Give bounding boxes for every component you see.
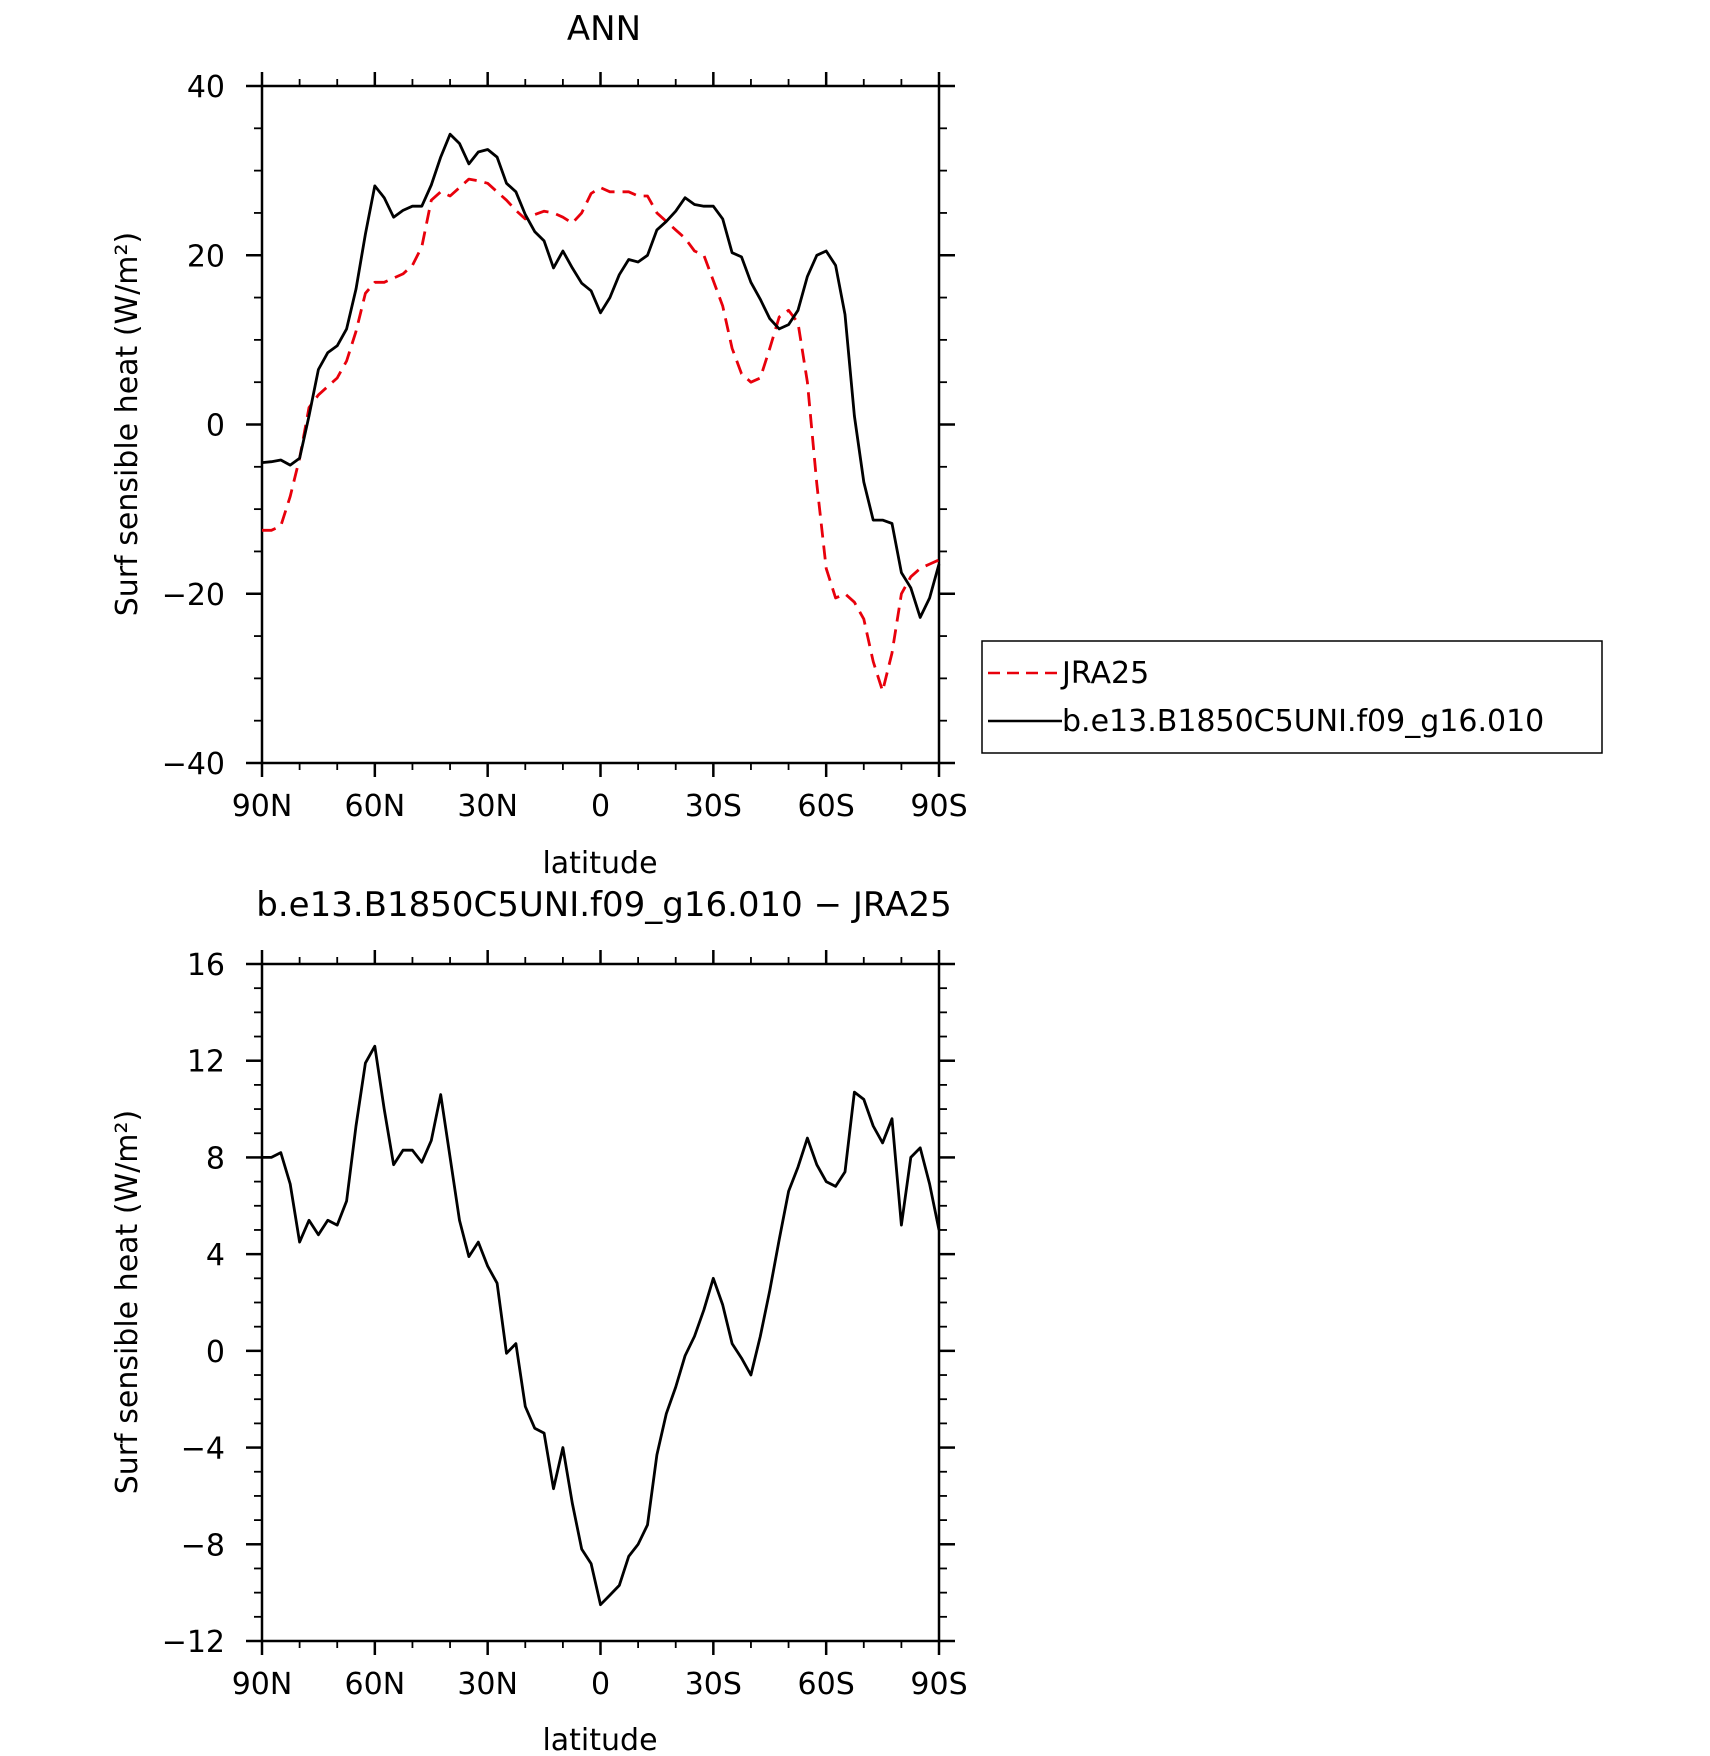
x-tick-label: 60N: [345, 789, 406, 824]
x-tick-label: 90N: [232, 1667, 293, 1702]
x-tick-label: 60N: [345, 1667, 406, 1702]
bottom-plot-frame: [260, 962, 941, 1643]
top-series-lines: [261, 132, 941, 693]
y-tick-label: 12: [187, 1045, 225, 1080]
x-tick-label: 0: [591, 789, 610, 824]
series-line-jra25: [262, 177, 940, 693]
bottom-chart-title: b.e13.B1850C5UNI.f09_g16.010 − JRA25: [256, 885, 951, 925]
top-y-axis-label: Surf sensible heat (W/m²): [110, 232, 145, 617]
bottom-ticks: [246, 950, 955, 1655]
x-tick-label: 60S: [798, 1667, 855, 1702]
legend-label-jra25: JRA25: [1060, 656, 1149, 691]
y-tick-label: −20: [162, 578, 225, 613]
bottom-y-tick-labels: −12 −8 −4 0 4 8 12 16: [162, 948, 225, 1660]
y-tick-label: −4: [181, 1432, 225, 1467]
y-tick-label: 0: [206, 409, 225, 444]
top-chart-title: ANN: [567, 9, 641, 49]
x-tick-label: 0: [591, 1667, 610, 1702]
y-tick-label: −12: [162, 1625, 225, 1660]
y-tick-label: 40: [187, 70, 225, 105]
top-ticks: [246, 72, 955, 777]
y-tick-label: 8: [206, 1141, 225, 1176]
y-tick-label: 16: [187, 948, 225, 983]
x-tick-label: 30S: [685, 1667, 742, 1702]
x-tick-label: 60S: [798, 789, 855, 824]
bottom-difference-chart: b.e13.B1850C5UNI.f09_g16.010 − JRA25 90N…: [110, 885, 968, 1756]
legend-box: [981, 640, 1603, 754]
top-plot-frame: [260, 84, 941, 765]
legend-label-model: b.e13.B1850C5UNI.f09_g16.010: [1062, 704, 1544, 739]
y-tick-label: −8: [181, 1528, 225, 1563]
top-x-axis-label: latitude: [542, 846, 657, 881]
y-tick-label: 0: [206, 1335, 225, 1370]
x-tick-label: 90S: [910, 789, 967, 824]
top-line-chart: ANN 90N 60N 30N 0 30S 60S 90S −40 −20 0 20 40 lati…: [110, 9, 1603, 881]
y-tick-label: 4: [206, 1238, 225, 1273]
top-x-tick-labels: 90N 60N 30N 0 30S 60S 90S: [232, 789, 968, 824]
x-tick-label: 30N: [457, 789, 518, 824]
bottom-x-axis-label: latitude: [542, 1723, 657, 1756]
x-tick-label: 90S: [910, 1667, 967, 1702]
y-tick-label: 20: [187, 239, 225, 274]
x-tick-label: 30S: [685, 789, 742, 824]
x-tick-label: 30N: [457, 1667, 518, 1702]
top-y-tick-labels: −40 −20 0 20 40: [162, 70, 225, 782]
legend: JRA25 b.e13.B1850C5UNI.f09_g16.010: [981, 640, 1603, 754]
y-tick-label: −40: [162, 747, 225, 782]
series-line-series-1: [262, 1044, 941, 1607]
bottom-series-lines: [262, 1044, 941, 1607]
x-tick-label: 90N: [232, 789, 293, 824]
bottom-y-axis-label: Surf sensible heat (W/m²): [110, 1110, 145, 1495]
bottom-x-tick-labels: 90N 60N 30N 0 30S 60S 90S: [232, 1667, 968, 1702]
series-line-b-e13-b1850c5uni-f09-g16-010: [261, 132, 941, 619]
